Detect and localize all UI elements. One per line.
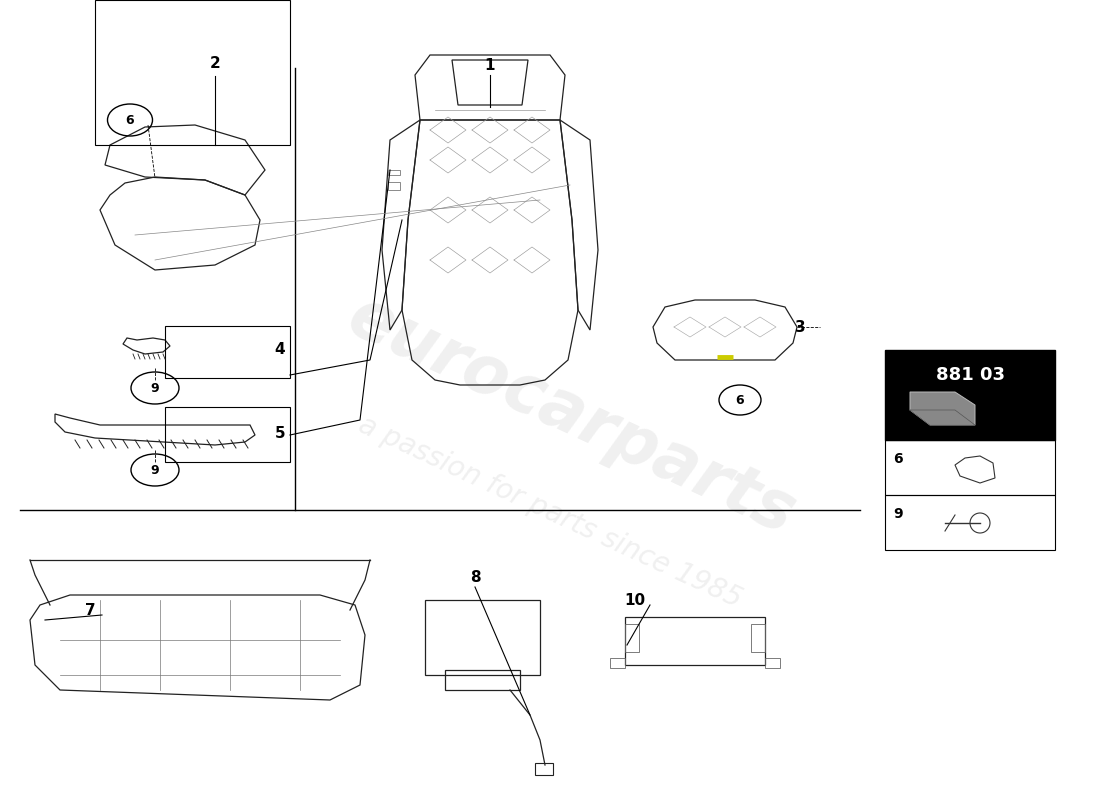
Text: 5: 5: [274, 426, 285, 441]
Bar: [625, 617, 764, 665]
Bar: [165, 326, 290, 378]
Text: 9: 9: [151, 463, 160, 477]
Polygon shape: [910, 392, 975, 425]
Text: 6: 6: [893, 452, 903, 466]
Text: 7: 7: [85, 603, 96, 618]
Text: 6: 6: [736, 394, 745, 406]
Bar: [425, 600, 540, 675]
Bar: [886, 350, 1055, 440]
Bar: [388, 182, 400, 190]
Bar: [535, 763, 553, 775]
Text: a passion for parts since 1985: a passion for parts since 1985: [354, 410, 746, 614]
Text: 881 03: 881 03: [935, 366, 1004, 384]
Text: 10: 10: [624, 593, 645, 608]
Bar: [625, 624, 639, 652]
Text: eurocarparts: eurocarparts: [338, 283, 806, 549]
Text: 9: 9: [151, 382, 160, 394]
Bar: [751, 624, 764, 652]
Text: 8: 8: [470, 570, 481, 585]
Bar: [95, 0, 290, 145]
Text: 3: 3: [795, 319, 805, 334]
Text: 4: 4: [274, 342, 285, 358]
Bar: [388, 170, 400, 175]
Bar: [446, 670, 520, 690]
Bar: [165, 407, 290, 462]
Bar: [764, 658, 780, 668]
Bar: [886, 495, 1055, 550]
Bar: [886, 440, 1055, 495]
Text: 6: 6: [125, 114, 134, 126]
Text: 1: 1: [485, 58, 495, 73]
Text: 2: 2: [210, 56, 220, 71]
Bar: [610, 658, 625, 668]
Text: 9: 9: [893, 507, 903, 521]
